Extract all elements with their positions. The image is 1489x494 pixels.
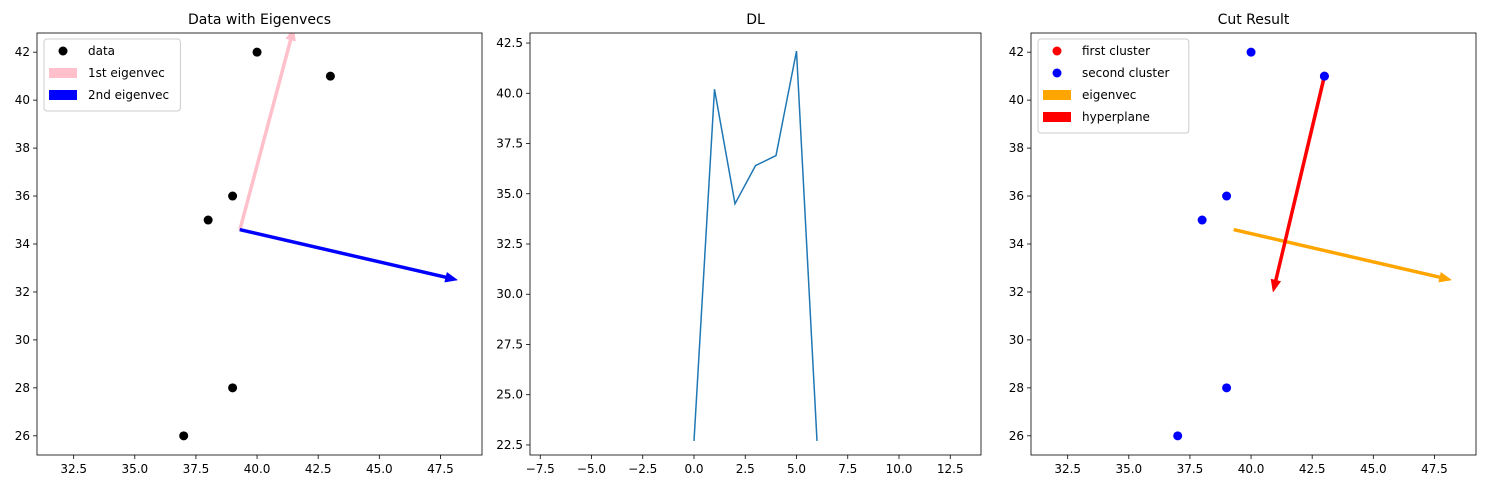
y-tick-label: 37.5 — [496, 137, 523, 151]
point-second-cluster — [1320, 72, 1329, 81]
legend-label: eigenvec — [1082, 88, 1136, 102]
y-tick-label: 35.0 — [496, 187, 523, 201]
x-tick-label: −7.5 — [526, 462, 555, 476]
x-tick-label: 35.0 — [121, 462, 148, 476]
x-tick-label: 42.5 — [1299, 462, 1326, 476]
y-tick-label: 32 — [15, 285, 30, 299]
y-tick-label: 30 — [1009, 333, 1024, 347]
subplot-title: Data with Eigenvecs — [188, 12, 331, 28]
y-tick-label: 38 — [1009, 141, 1024, 155]
point-second-cluster — [1222, 192, 1231, 201]
y-tick-label: 38 — [15, 141, 30, 155]
legend-label: 1st eigenvec — [88, 66, 165, 80]
data-point — [228, 192, 237, 201]
y-tick-label: 30 — [15, 333, 30, 347]
legend: first cluster second cluster eigenvec hyper… — [1038, 39, 1189, 133]
legend-label: first cluster — [1082, 44, 1150, 58]
x-tick-label: 47.5 — [427, 462, 454, 476]
subplot-title: DL — [746, 12, 765, 28]
x-tick-label: 5.0 — [787, 462, 806, 476]
legend-label: second cluster — [1082, 66, 1169, 80]
y-tick-label: 42 — [1009, 45, 1024, 59]
data-point — [228, 383, 237, 392]
y-tick-label: 30.0 — [496, 287, 523, 301]
y-tick-label: 28 — [1009, 381, 1024, 395]
y-tick-label: 36 — [1009, 189, 1024, 203]
point-second-cluster — [1173, 431, 1182, 440]
x-tick-label: 35.0 — [1115, 462, 1142, 476]
legend-marker — [1053, 47, 1062, 56]
legend-patch — [1043, 112, 1071, 122]
x-tick-label: 10.0 — [886, 462, 913, 476]
x-tick-label: 2.5 — [736, 462, 755, 476]
y-tick-label: 28 — [15, 381, 30, 395]
y-tick-label: 32 — [1009, 285, 1024, 299]
y-tick-label: 42.5 — [496, 36, 523, 50]
x-tick-label: 45.0 — [366, 462, 393, 476]
legend-patch — [1043, 90, 1071, 100]
y-tick-label: 32.5 — [496, 237, 523, 251]
point-second-cluster — [1222, 383, 1231, 392]
x-tick-label: −5.0 — [577, 462, 606, 476]
subplot-title: Cut Result — [1218, 12, 1290, 28]
x-tick-label: 32.5 — [1054, 462, 1081, 476]
data-point — [179, 431, 188, 440]
x-tick-label: −2.5 — [628, 462, 657, 476]
legend: data 1st eigenvec 2nd eigenvec — [44, 39, 180, 111]
legend-label: 2nd eigenvec — [88, 88, 169, 102]
y-tick-label: 25.0 — [496, 388, 523, 402]
y-tick-label: 26 — [1009, 429, 1024, 443]
x-tick-label: 37.5 — [1177, 462, 1204, 476]
y-tick-label: 36 — [15, 189, 30, 203]
y-tick-label: 40.0 — [496, 86, 523, 100]
y-tick-label: 34 — [15, 237, 30, 251]
point-second-cluster — [1247, 48, 1256, 57]
x-tick-label: 0.0 — [684, 462, 703, 476]
x-tick-label: 37.5 — [183, 462, 210, 476]
x-tick-label: 32.5 — [60, 462, 87, 476]
y-tick-label: 26 — [15, 429, 30, 443]
legend-label: hyperplane — [1082, 110, 1150, 124]
x-tick-label: 42.5 — [305, 462, 332, 476]
data-point — [253, 48, 262, 57]
legend-marker — [59, 47, 68, 56]
point-second-cluster — [1198, 216, 1207, 225]
legend-patch — [49, 90, 77, 100]
legend-patch — [49, 68, 77, 78]
x-tick-label: 40.0 — [1238, 462, 1265, 476]
y-tick-label: 40 — [15, 93, 30, 107]
y-tick-label: 22.5 — [496, 438, 523, 452]
y-tick-label: 34 — [1009, 237, 1024, 251]
x-tick-label: 45.0 — [1360, 462, 1387, 476]
y-tick-label: 27.5 — [496, 337, 523, 351]
y-tick-label: 40 — [1009, 93, 1024, 107]
legend-label: data — [88, 44, 115, 58]
x-tick-label: 12.5 — [937, 462, 964, 476]
y-tick-label: 42 — [15, 45, 30, 59]
x-tick-label: 40.0 — [244, 462, 271, 476]
x-tick-label: 7.5 — [838, 462, 857, 476]
data-point — [204, 216, 213, 225]
legend-marker — [1053, 69, 1062, 78]
x-tick-label: 47.5 — [1421, 462, 1448, 476]
data-point — [326, 72, 335, 81]
